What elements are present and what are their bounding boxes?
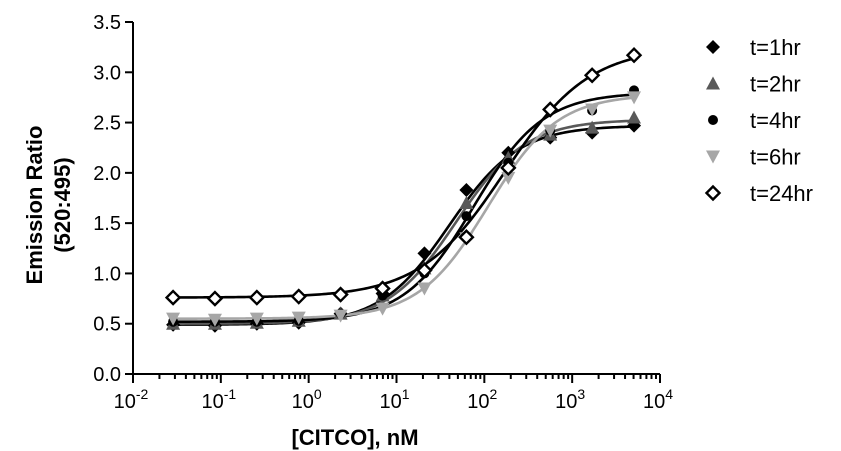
plot-area: 0.00.51.01.52.02.53.03.5 10-2 10-1 100 101 1… xyxy=(93,12,673,413)
fit-curves xyxy=(173,58,634,324)
y-tick-label: 3.0 xyxy=(93,62,121,84)
legend-label: t=24hr xyxy=(750,181,813,206)
data-point xyxy=(250,291,263,304)
y-tick-label: 3.5 xyxy=(93,12,121,34)
y-tick-label: 1.5 xyxy=(93,213,121,235)
x-tick-label: 103 xyxy=(555,386,585,413)
legend-marker xyxy=(706,151,720,164)
data-point xyxy=(417,283,431,296)
data-point xyxy=(461,211,471,221)
y-tick-label: 2.0 xyxy=(93,163,121,185)
legend: t=1hr t=2hr t=4hr t=6hr t=24hr xyxy=(706,35,813,206)
x-tick-label: 100 xyxy=(292,386,322,413)
x-tick-label: 10-1 xyxy=(201,386,236,413)
legend-marker xyxy=(708,115,718,125)
y-tick-label: 2.5 xyxy=(93,113,121,135)
x-tick-label: 104 xyxy=(643,386,673,413)
data-point xyxy=(208,292,221,305)
y-tick-label: 0.0 xyxy=(93,364,121,386)
data-point xyxy=(292,290,305,303)
y-tick-label: 1.0 xyxy=(93,263,121,285)
data-point xyxy=(586,69,599,82)
legend-label: t=1hr xyxy=(750,35,801,60)
x-tick-label: 101 xyxy=(379,386,409,413)
legend-label: t=6hr xyxy=(750,145,801,170)
y-axis-title-line2: (520:495) xyxy=(50,157,75,252)
x-tick-label: 10-2 xyxy=(114,386,149,413)
data-point xyxy=(627,111,641,124)
y-tick-label: 0.5 xyxy=(93,314,121,336)
legend-marker xyxy=(707,187,720,200)
x-axis-ticks: 10-2 10-1 100 101 102 103 104 xyxy=(114,374,674,413)
data-point xyxy=(167,291,180,304)
y-axis-ticks: 0.0 0.5 1.0 1.5 2.0 2.5 3.0 3.5 xyxy=(93,12,133,386)
data-point xyxy=(334,288,347,301)
legend-marker xyxy=(706,40,720,54)
fit-curve xyxy=(173,58,634,297)
legend-label: t=4hr xyxy=(750,108,801,133)
legend-marker xyxy=(706,77,720,90)
x-tick-label: 102 xyxy=(467,386,497,413)
x-axis-title: [CITCO], nM xyxy=(291,425,418,450)
legend-label: t=2hr xyxy=(750,72,801,97)
y-axis-title-line1: Emission Ratio xyxy=(22,126,47,285)
y-axis-title: Emission Ratio (520:495) xyxy=(22,126,75,285)
